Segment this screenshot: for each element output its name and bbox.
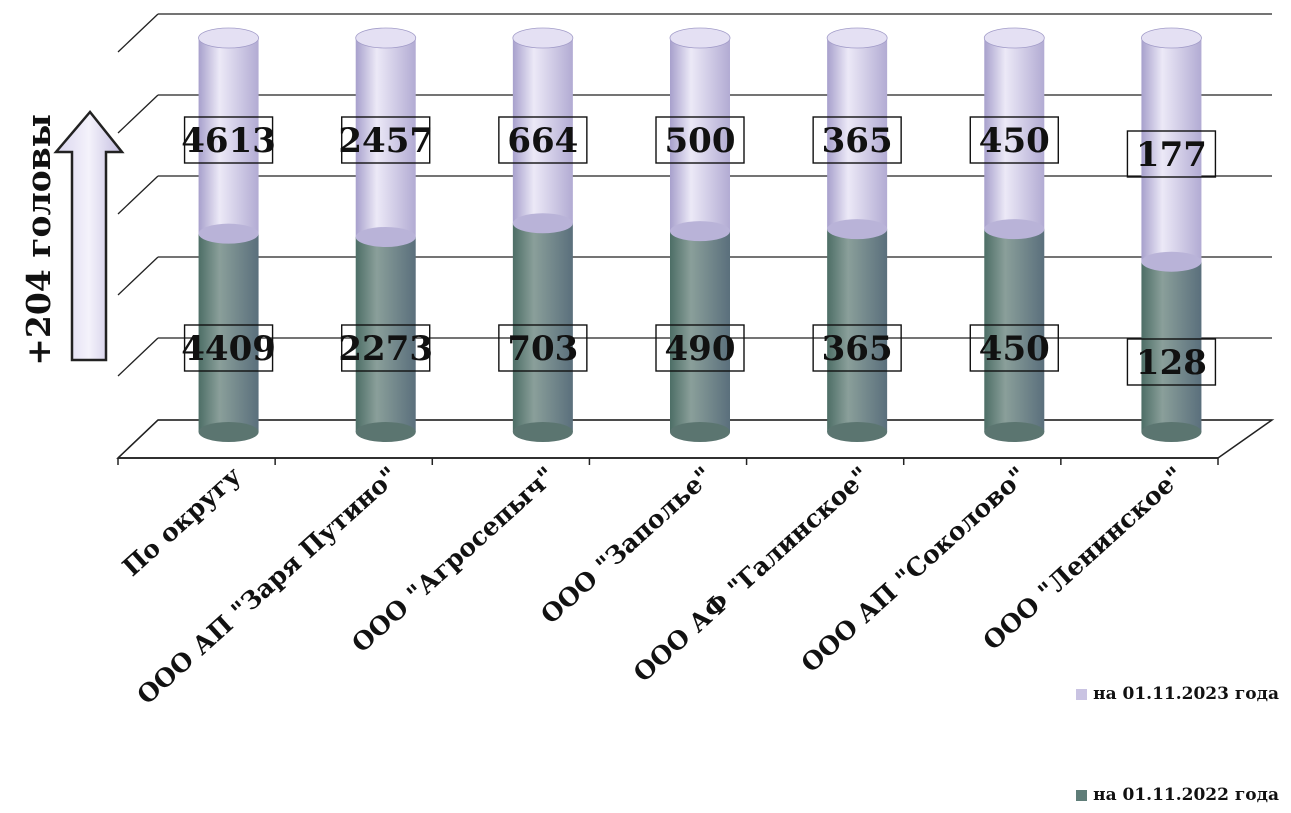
bar-2023-top-cap bbox=[355, 27, 417, 49]
bar-2022-base bbox=[1141, 422, 1202, 442]
legend-label-2023: на 01.11.2023 года bbox=[1093, 684, 1279, 704]
bar-2023 bbox=[512, 38, 573, 224]
bar-2023 bbox=[670, 38, 730, 232]
value-label-2022-box bbox=[812, 324, 902, 372]
gridline-depth bbox=[117, 94, 159, 134]
bar-2023-top-cap bbox=[512, 27, 574, 49]
bar-2023 bbox=[1141, 38, 1202, 262]
bar-2023-bottom-cap bbox=[827, 219, 888, 240]
bar-2022 bbox=[827, 229, 888, 432]
value-label-2022-box bbox=[341, 324, 431, 372]
value-label-2022-box bbox=[183, 324, 274, 372]
bar-2023 bbox=[984, 38, 1045, 230]
bar-2022-base bbox=[827, 422, 888, 442]
gridline-depth bbox=[117, 256, 159, 296]
bar-2022 bbox=[355, 236, 416, 432]
value-label-2023-box bbox=[655, 116, 745, 164]
value-label-2023: 365 bbox=[822, 121, 893, 161]
value-labels-layer: 4613 4409 2457 2273 664 703 500 490 365 365 450 450… bbox=[181, 116, 1217, 386]
legend-swatch-2022 bbox=[1076, 789, 1088, 801]
gridline-depth bbox=[117, 175, 159, 215]
value-label-2022: 4409 bbox=[181, 329, 276, 369]
value-label-2022-box bbox=[655, 324, 745, 372]
value-label-2022-box bbox=[969, 324, 1059, 372]
bar-2022 bbox=[512, 223, 573, 432]
bar-2022 bbox=[198, 233, 259, 432]
value-label-2022: 365 bbox=[822, 329, 893, 369]
bar-2022-base bbox=[512, 422, 573, 442]
bar-2023-bottom-cap bbox=[198, 223, 259, 244]
category-label: ООО "Заполье" bbox=[535, 461, 718, 630]
increase-arrow bbox=[53, 110, 125, 362]
bar-2022 bbox=[670, 231, 730, 432]
bar-2023 bbox=[355, 38, 416, 237]
increase-arrow-icon bbox=[53, 110, 125, 362]
value-label-2022: 450 bbox=[979, 329, 1050, 369]
value-label-2022: 490 bbox=[665, 329, 736, 369]
value-label-2023: 177 bbox=[1136, 135, 1207, 175]
value-label-2023-box bbox=[969, 116, 1059, 164]
value-label-2022-box bbox=[498, 324, 588, 372]
bar-2023-bottom-cap bbox=[1141, 251, 1202, 272]
value-label-2023-box bbox=[341, 116, 431, 164]
bar-2022 bbox=[1141, 261, 1202, 432]
value-label-2023: 664 bbox=[507, 121, 578, 161]
bar-2023-bottom-cap bbox=[670, 221, 730, 242]
bar-2022-base bbox=[984, 422, 1045, 442]
legend-item-2022: на 01.11.2022 года bbox=[1076, 785, 1279, 805]
bar-2023 bbox=[827, 38, 888, 230]
bar-2022-base bbox=[670, 422, 730, 442]
category-label: По округу bbox=[117, 461, 247, 582]
legend-label-2022: на 01.11.2022 года bbox=[1093, 785, 1279, 805]
bar-2023-bottom-cap bbox=[355, 226, 416, 247]
bar-2023-top-cap bbox=[198, 27, 259, 49]
bar-2023 bbox=[198, 38, 259, 234]
gridline-depth bbox=[117, 337, 159, 377]
bar-2023-top-cap bbox=[983, 27, 1045, 49]
value-label-2022: 2273 bbox=[338, 329, 433, 369]
legend-swatch-2023 bbox=[1076, 688, 1088, 700]
bar-2022 bbox=[984, 229, 1045, 432]
value-label-2023-box bbox=[1126, 130, 1217, 178]
value-label-2023: 4613 bbox=[181, 121, 276, 161]
category-label: ООО АП "Заря Путино" bbox=[131, 461, 403, 710]
legend-item-2023: на 01.11.2023 года bbox=[1076, 684, 1279, 704]
bar-2022-base bbox=[355, 422, 416, 442]
value-label-2022: 703 bbox=[507, 329, 578, 369]
value-label-2023: 500 bbox=[665, 121, 736, 161]
value-label-2022-box bbox=[1126, 338, 1217, 386]
value-label-2023-box bbox=[183, 116, 274, 164]
bar-2023-bottom-cap bbox=[512, 213, 573, 234]
value-label-2022: 128 bbox=[1136, 343, 1207, 383]
value-label-2023-box bbox=[812, 116, 902, 164]
gridline-depth bbox=[117, 13, 159, 53]
bar-2023-top-cap bbox=[826, 27, 888, 49]
bar-2022-base bbox=[198, 422, 259, 442]
bars-layer bbox=[198, 27, 1202, 442]
bar-2023-bottom-cap bbox=[984, 219, 1045, 240]
bar-2023-top-cap bbox=[1141, 27, 1202, 49]
value-label-2023: 2457 bbox=[338, 121, 433, 161]
value-label-2023-box bbox=[498, 116, 588, 164]
increase-annotation: +204 головы bbox=[19, 114, 58, 366]
bar-2023-top-cap bbox=[669, 27, 731, 49]
value-label-2023: 450 bbox=[979, 121, 1050, 161]
